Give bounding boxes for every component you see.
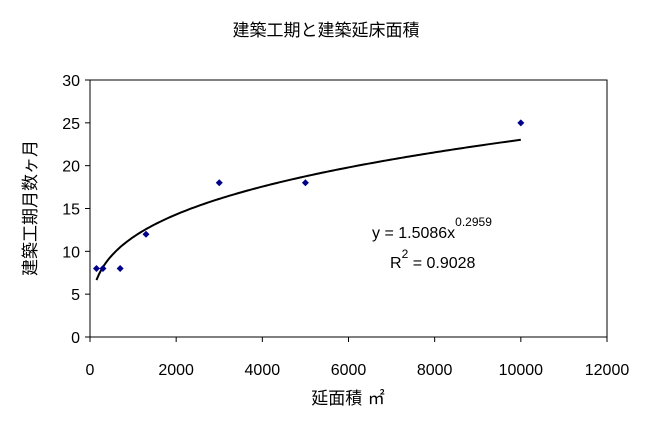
x-tick-label: 6000 — [331, 362, 367, 379]
r2-exponent: 2 — [402, 247, 409, 261]
trendline-equation: y = 1.5086x0.2959 — [372, 215, 492, 242]
data-point — [142, 230, 150, 238]
y-axis-title: 建築工期月数ヶ月 — [21, 140, 41, 276]
x-tick-label: 4000 — [245, 362, 281, 379]
data-point — [215, 179, 223, 187]
x-tick-label: 8000 — [417, 362, 453, 379]
data-point — [301, 179, 309, 187]
equation-exponent: 0.2959 — [455, 215, 492, 229]
x-axis-title: 延面積 ㎡ — [311, 389, 384, 409]
r2-prefix: R — [390, 255, 402, 272]
data-point — [99, 264, 107, 272]
data-point — [517, 119, 525, 127]
y-tick-label: 20 — [62, 159, 80, 176]
y-tick-label: 0 — [71, 330, 80, 347]
r2-value: = 0.9028 — [408, 255, 475, 272]
data-point — [116, 264, 124, 272]
y-tick-label: 30 — [62, 73, 80, 90]
power-trendline — [95, 138, 521, 281]
y-tick-label: 25 — [62, 116, 80, 133]
x-tick-label: 12000 — [585, 362, 630, 379]
x-tick-label: 10000 — [499, 362, 544, 379]
y-tick-label: 5 — [71, 287, 80, 304]
y-tick-label: 15 — [62, 202, 80, 219]
data-point — [92, 264, 100, 272]
equation-prefix: y = 1.5086x — [372, 225, 455, 242]
x-tick-label: 0 — [86, 362, 95, 379]
x-axis-ticks: 0 2000 4000 6000 8000 10000 12000 — [86, 337, 630, 379]
y-axis-ticks: 0 5 10 15 20 25 30 — [62, 73, 90, 347]
plot-frame — [89, 79, 608, 338]
x-tick-label: 2000 — [158, 362, 194, 379]
y-tick-label: 10 — [62, 244, 80, 261]
r-squared: R2 = 0.9028 — [390, 247, 476, 272]
chart-title: 建築工期と建築延床面積 — [233, 21, 420, 41]
data-points — [92, 119, 525, 272]
